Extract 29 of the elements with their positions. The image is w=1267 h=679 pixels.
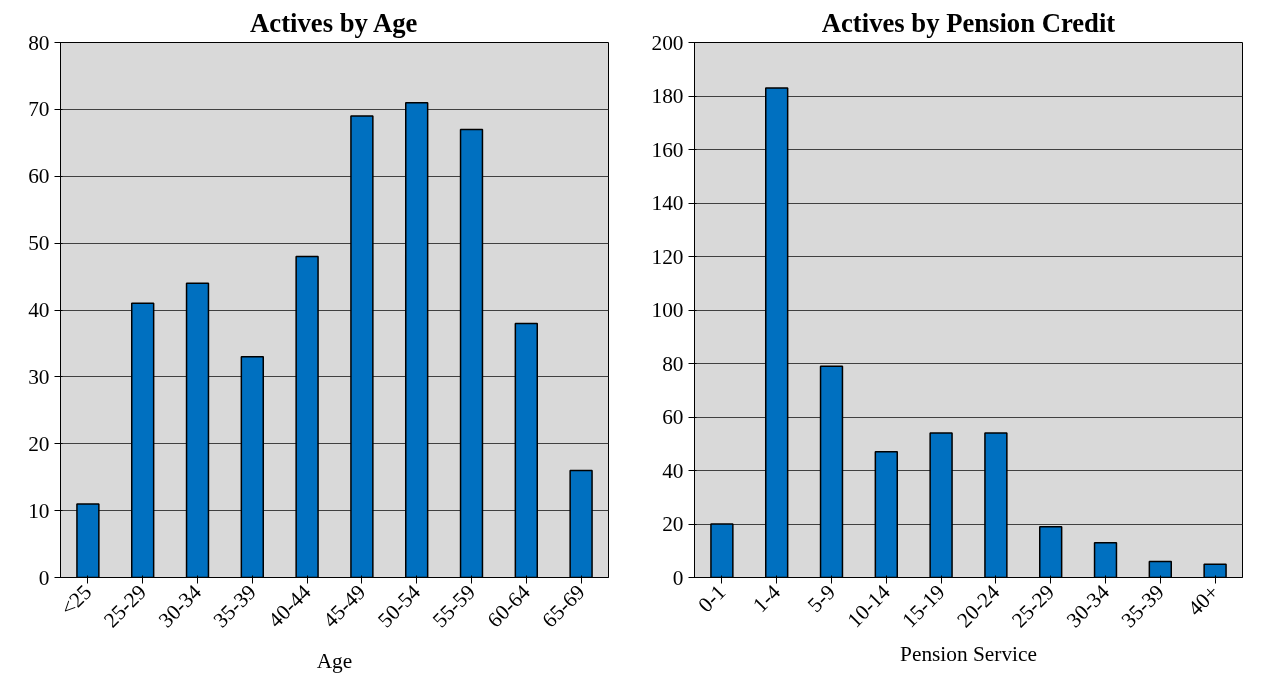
x-axis-title: Pension Service [900,641,1037,666]
x-tick-label: 5-9 [802,580,840,618]
y-tick-label: 80 [662,351,684,376]
x-tick-label: 1-4 [748,579,786,618]
y-tick-label: 140 [651,191,684,215]
y-tick-label: 60 [662,405,684,429]
x-tick-label: <25 [55,580,97,621]
y-tick-label: 20 [662,512,684,536]
x-tick-label: 40+ [1183,580,1224,621]
y-tick-label: 40 [28,298,50,322]
x-axis-title: Age [316,648,353,673]
y-tick-label: 40 [662,458,684,483]
y-tick-label: 200 [651,30,684,55]
x-tick-label: 0-1 [693,580,731,618]
y-tick-label: 180 [651,84,684,108]
y-tick-label: 120 [651,244,684,269]
y-tick-label: 80 [28,30,50,55]
y-tick-label: 20 [28,431,50,456]
chart-title: Actives by Pension Credit [821,7,1116,38]
y-tick-label: 0 [672,565,684,590]
y-tick-label: 30 [28,364,50,389]
y-tick-label: 60 [28,164,50,189]
y-tick-label: 160 [651,137,684,162]
y-tick-label: 50 [28,231,50,256]
chart-title: Actives by Age [250,7,418,38]
y-tick-label: 70 [28,97,50,122]
y-tick-label: 0 [38,565,50,590]
y-tick-label: 100 [651,298,684,322]
y-tick-label: 10 [28,498,50,523]
